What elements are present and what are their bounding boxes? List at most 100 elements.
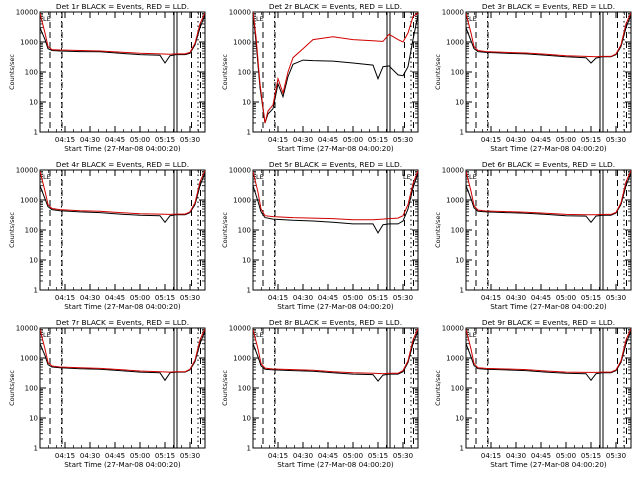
x-tick-label: 05:00 — [130, 452, 150, 460]
x-tick-label: 05:30 — [180, 452, 200, 460]
y-axis-label: Counts/sec — [8, 54, 16, 90]
x-tick-label: 04:45 — [531, 452, 551, 460]
y-tick-label: 1 — [34, 445, 38, 453]
x-tick-label: 05:15 — [581, 452, 601, 460]
x-tick-label: 04:45 — [531, 136, 551, 144]
x-tick-label: 05:15 — [155, 136, 175, 144]
inset-label: LE — [256, 15, 264, 23]
x-axis-label: Start Time (27-Mar-08 04:00:20) — [64, 144, 181, 153]
plot-frame — [465, 11, 632, 133]
detector-panel-9: Det 9r BLACK = Events, RED = LLD. 1 10 100 1… — [434, 318, 632, 469]
chart-title: Det 6r BLACK = Events, RED = LLD. — [482, 160, 615, 169]
series-line-lld — [40, 170, 205, 215]
x-tick-label: 04:30 — [80, 452, 100, 460]
inset-label: LE — [469, 15, 477, 23]
x-tick-label: 04:45 — [531, 294, 551, 302]
y-tick-label: 10 — [242, 415, 251, 423]
inset-label: LE — [469, 331, 477, 339]
series-line-events — [253, 330, 418, 382]
detector-panel-6: Det 6r BLACK = Events, RED = LLD. 1 10 100 1… — [434, 160, 632, 311]
x-tick-label: 05:15 — [581, 294, 601, 302]
plot-frame — [39, 327, 206, 449]
series-line-lld — [466, 12, 631, 58]
x-axis-label: Start Time (27-Mar-08 04:00:20) — [277, 302, 394, 311]
x-tick-label: 04:30 — [293, 452, 313, 460]
x-tick-label: 05:30 — [180, 294, 200, 302]
x-tick-label: 05:00 — [556, 294, 576, 302]
detector-panel-1: Det 1r BLACK = Events, RED = LLD. 1 10 100 1… — [8, 2, 206, 153]
y-tick-label: 10 — [242, 257, 251, 265]
y-tick-label: 1000 — [233, 39, 251, 47]
x-tick-label: 04:15 — [268, 294, 288, 302]
x-tick-label: 05:00 — [130, 136, 150, 144]
series-line-lld — [40, 12, 205, 55]
x-tick-label: 05:00 — [343, 294, 363, 302]
series-line-events — [466, 330, 631, 382]
x-tick-label: 04:15 — [268, 136, 288, 144]
series-line-lld — [466, 170, 631, 216]
x-tick-label: 04:15 — [55, 294, 75, 302]
plot-frame — [252, 169, 419, 291]
inset-label: LE — [256, 331, 264, 339]
x-axis-label: Start Time (27-Mar-08 04:00:20) — [277, 144, 394, 153]
y-tick-label: 10000 — [229, 9, 251, 17]
x-tick-label: 05:15 — [368, 136, 388, 144]
y-axis-label: Counts/sec — [8, 370, 16, 406]
x-tick-label: 05:30 — [606, 294, 626, 302]
x-tick-label: 04:15 — [55, 136, 75, 144]
x-axis-label: Start Time (27-Mar-08 04:00:20) — [490, 460, 607, 469]
x-tick-label: 05:00 — [343, 136, 363, 144]
x-axis-label: Start Time (27-Mar-08 04:00:20) — [490, 302, 607, 311]
detector-panel-8: Det 8r BLACK = Events, RED = LLD. 1 10 100 1… — [221, 318, 419, 469]
x-tick-label: 04:15 — [268, 452, 288, 460]
y-tick-label: 1 — [460, 129, 464, 137]
x-tick-label: 04:15 — [481, 136, 501, 144]
x-tick-label: 04:45 — [105, 294, 125, 302]
y-tick-label: 1 — [460, 287, 464, 295]
chart-title: Det 7r BLACK = Events, RED = LLD. — [56, 318, 189, 327]
x-tick-label: 05:15 — [368, 452, 388, 460]
y-tick-label: 10000 — [16, 167, 38, 175]
x-tick-label: 04:45 — [318, 294, 338, 302]
inset-label: LE — [43, 15, 51, 23]
x-tick-label: 05:15 — [155, 294, 175, 302]
y-tick-label: 10000 — [16, 325, 38, 333]
detector-panel-5: Det 5r BLACK = Events, RED = LLD. 1 10 100 1… — [221, 160, 419, 311]
chart-title: Det 9r BLACK = Events, RED = LLD. — [482, 318, 615, 327]
x-tick-label: 04:30 — [506, 452, 526, 460]
y-tick-label: 1 — [247, 129, 251, 137]
detector-panel-4: Det 4r BLACK = Events, RED = LLD. 1 10 100 1… — [8, 160, 206, 311]
x-tick-label: 04:45 — [105, 452, 125, 460]
inset-label: LE — [256, 173, 264, 181]
x-tick-label: 04:30 — [506, 136, 526, 144]
plot-frame — [465, 169, 632, 291]
x-tick-label: 05:15 — [581, 136, 601, 144]
y-tick-label: 1000 — [20, 197, 38, 205]
y-tick-label: 100 — [451, 69, 464, 77]
x-tick-label: 05:00 — [556, 136, 576, 144]
y-tick-label: 1000 — [20, 39, 38, 47]
x-tick-label: 04:30 — [80, 294, 100, 302]
x-tick-label: 05:15 — [155, 452, 175, 460]
y-tick-label: 10 — [242, 99, 251, 107]
x-tick-label: 05:15 — [368, 294, 388, 302]
inset-label: LE — [403, 173, 411, 181]
series-line-events — [40, 14, 205, 64]
chart-title: Det 3r BLACK = Events, RED = LLD. — [482, 2, 615, 11]
y-tick-label: 100 — [451, 227, 464, 235]
y-tick-label: 10 — [455, 99, 464, 107]
series-line-lld — [40, 328, 205, 373]
y-tick-label: 100 — [25, 227, 38, 235]
chart-title: Det 1r BLACK = Events, RED = LLD. — [56, 2, 189, 11]
x-tick-label: 05:30 — [606, 136, 626, 144]
y-axis-label: Counts/sec — [434, 212, 442, 248]
y-tick-label: 1 — [34, 129, 38, 137]
series-line-lld — [466, 328, 631, 373]
y-tick-label: 10 — [455, 257, 464, 265]
plot-frame — [39, 169, 206, 291]
y-tick-label: 1000 — [233, 197, 251, 205]
plot-frame — [465, 327, 632, 449]
y-tick-label: 10 — [29, 415, 38, 423]
x-tick-label: 05:30 — [393, 136, 413, 144]
x-axis-label: Start Time (27-Mar-08 04:00:20) — [490, 144, 607, 153]
